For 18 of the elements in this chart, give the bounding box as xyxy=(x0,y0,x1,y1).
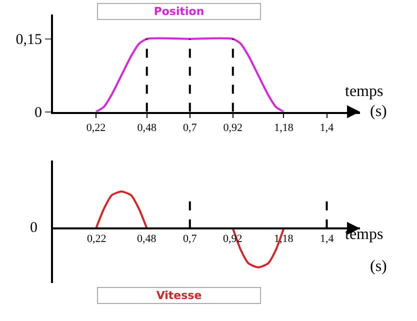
x-tick-label: 0,7 xyxy=(183,122,198,134)
x-tick-label: 1,4 xyxy=(320,122,334,134)
y-tick-label: 0,15 xyxy=(16,32,42,48)
x-tick-label: 0,48 xyxy=(137,122,157,134)
text: (s) xyxy=(370,258,387,275)
text: Vitesse xyxy=(156,289,202,302)
x-axis-title: temps xyxy=(345,83,384,100)
chart-title: Position xyxy=(154,5,204,18)
x-tick-label: 0,22 xyxy=(87,233,106,245)
x-tick-label: 0,22 xyxy=(86,122,106,134)
text: (s) xyxy=(370,103,387,120)
x-tick-label: 0,48 xyxy=(137,233,157,245)
x-tick-label: 1,4 xyxy=(320,233,334,245)
x-tick-label: 0,7 xyxy=(183,233,198,245)
x-tick-label: 1,18 xyxy=(274,122,294,134)
x-tick-label: 0,92 xyxy=(223,122,243,134)
line-series xyxy=(95,37,285,112)
x-axis-title: temps xyxy=(345,226,384,243)
